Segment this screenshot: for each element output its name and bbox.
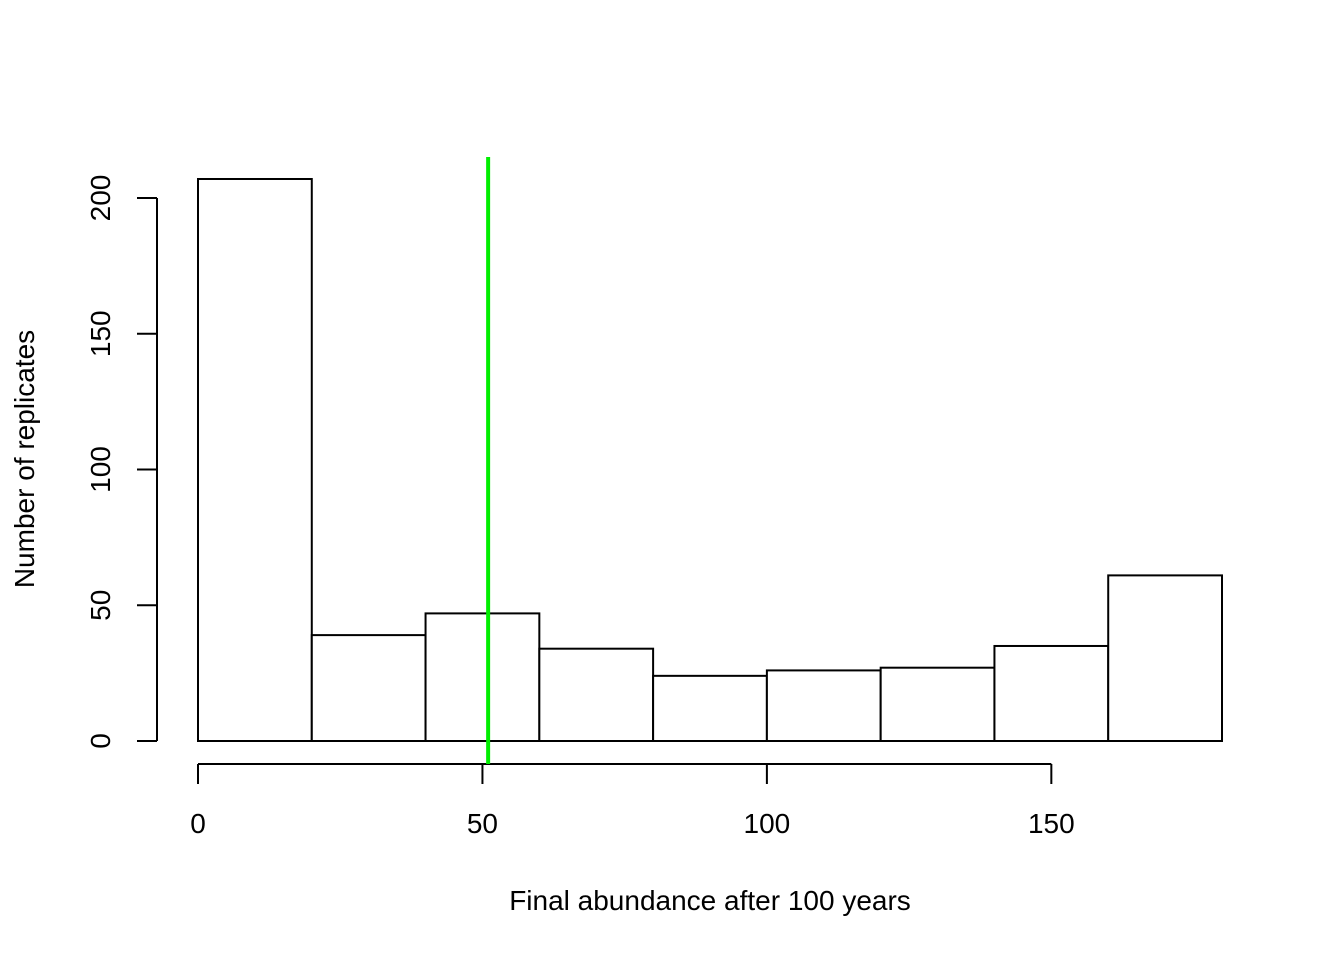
x-tick-label: 0 — [190, 808, 206, 839]
y-tick-label: 150 — [85, 310, 116, 357]
x-tick-label: 100 — [744, 808, 791, 839]
histogram-bars — [197, 177, 1223, 743]
y-axis: 0 50 100 150 200 — [85, 175, 158, 749]
histogram-bar — [1107, 574, 1223, 743]
x-tick-label: 150 — [1028, 808, 1075, 839]
histogram-bar — [424, 612, 541, 743]
histogram-bar — [765, 669, 882, 742]
histogram-bar — [652, 674, 768, 743]
histogram-bar — [538, 647, 655, 742]
x-axis: 0 50 100 150 — [190, 763, 1075, 839]
x-tick-label: 50 — [467, 808, 498, 839]
x-axis-label: Final abundance after 100 years — [509, 885, 911, 916]
y-axis-label: Number of replicates — [9, 330, 40, 588]
histogram-bar — [993, 644, 1110, 742]
y-tick-label: 0 — [85, 733, 116, 749]
histogram-bar — [197, 177, 313, 742]
histogram-bar — [310, 634, 427, 742]
y-tick-label: 200 — [85, 175, 116, 222]
y-tick-label: 100 — [85, 446, 116, 493]
y-tick-label: 50 — [85, 590, 116, 621]
histogram-bar — [879, 666, 996, 743]
